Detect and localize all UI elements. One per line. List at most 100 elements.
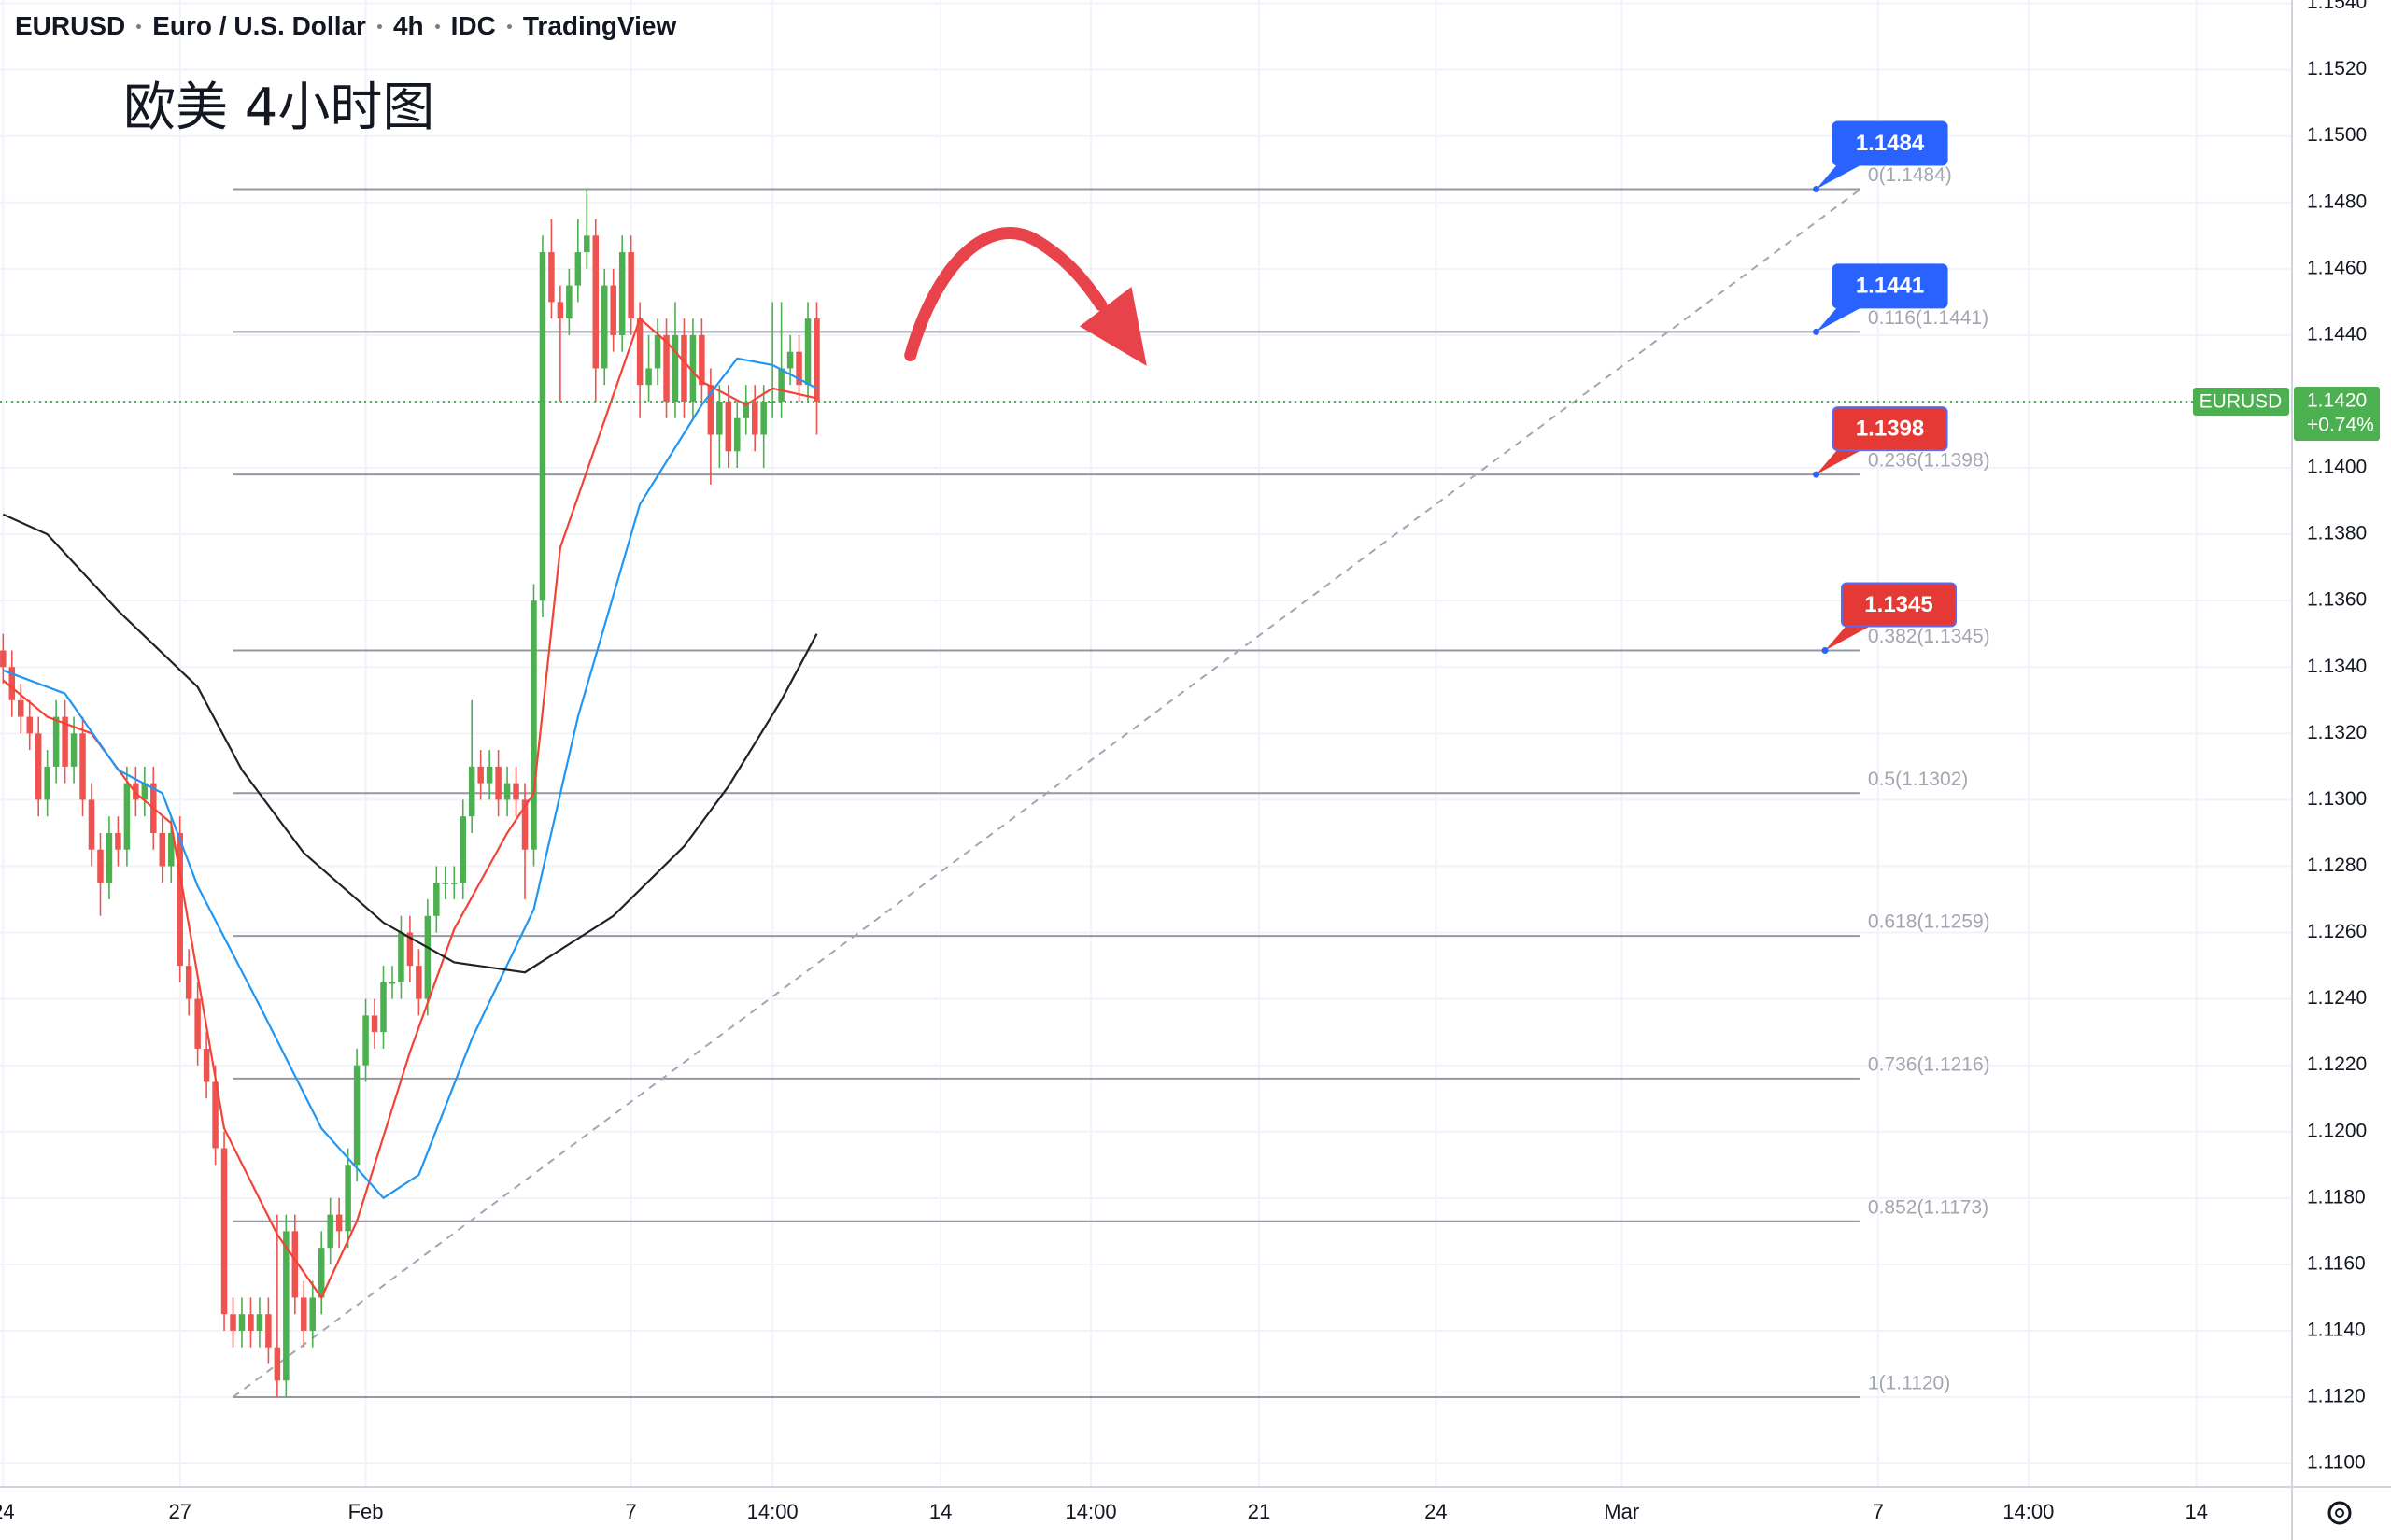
x-tick-label: 14:00 [747, 1500, 799, 1523]
y-tick-label: 1.1220 [2307, 1053, 2367, 1075]
y-tick-label: 1.1400 [2307, 457, 2367, 478]
callout-box [1832, 263, 1948, 309]
candle-body [97, 849, 104, 883]
callout-label: 1.1441 [1856, 274, 1924, 299]
x-tick-label: Feb [348, 1500, 384, 1523]
y-tick-label: 1.1260 [2307, 921, 2367, 942]
candle-body [371, 1015, 378, 1033]
x-tick-label: Mar [1604, 1500, 1639, 1523]
candle-body [521, 799, 529, 850]
candle-body [468, 766, 475, 817]
y-tick-label: 1.1340 [2307, 656, 2367, 677]
candle-body [309, 1297, 316, 1331]
y-tick-label: 1.1440 [2307, 323, 2367, 345]
y-tick-label: 1.1460 [2307, 257, 2367, 278]
candle-body [751, 401, 758, 435]
callout-label: 1.1484 [1856, 131, 1925, 156]
candle-body [274, 1347, 281, 1381]
y-tick-label: 1.1500 [2307, 124, 2367, 146]
x-tick-label: 14:00 [1066, 1500, 1117, 1523]
callout-anchor [1821, 647, 1829, 654]
candle-body [0, 650, 7, 668]
description: Euro / U.S. Dollar [152, 11, 366, 40]
candle-body [167, 832, 175, 867]
settings-icon[interactable] [2327, 1501, 2352, 1525]
candle-body [503, 783, 511, 800]
ma-line [2, 513, 818, 974]
y-tick-label: 1.1120 [2307, 1386, 2366, 1407]
y-tick-label: 1.1140 [2307, 1320, 2366, 1341]
candle-body [716, 401, 723, 435]
candle-body [645, 368, 652, 386]
y-tick-label: 1.1180 [2307, 1186, 2366, 1208]
candle-body [265, 1314, 272, 1348]
candle-body [52, 716, 60, 767]
candle-body [548, 252, 555, 303]
candle-body [557, 302, 564, 319]
candle-body [185, 966, 192, 999]
plot: 0(1.1484) 0.116(1.1441) 0.236(1.1398) 0.382… [0, 120, 2292, 1399]
candle-body [18, 699, 24, 717]
header: EURUSD Euro / U.S. Dollar 4h IDC Trading… [15, 11, 676, 41]
candle-body [610, 285, 616, 335]
candle-body [88, 799, 95, 850]
candle-body [574, 252, 582, 286]
candle-body [159, 832, 166, 867]
candle-body [212, 1081, 219, 1149]
candle-body [398, 932, 404, 982]
candle-body [26, 716, 33, 734]
source: IDC [450, 11, 496, 40]
candle-body [106, 832, 113, 883]
callout-box [1841, 582, 1958, 628]
price-tag-bg [2294, 386, 2380, 441]
x-tick-label: 14 [929, 1500, 952, 1523]
y-tick-label: 1.1200 [2307, 1120, 2367, 1141]
candle-body [451, 883, 458, 884]
candle-body [115, 832, 121, 850]
candle-body [672, 334, 679, 402]
candle-body [477, 766, 484, 784]
candle-body [681, 334, 687, 402]
candle-body [70, 733, 78, 767]
candle-body [177, 832, 183, 967]
symbol-tag-bg [2193, 387, 2289, 416]
candle-body [345, 1165, 351, 1232]
ma-line [2, 357, 818, 1200]
x-tick-label: 7 [626, 1500, 637, 1523]
candle-body [256, 1314, 263, 1331]
candle-body [248, 1314, 254, 1331]
separator [506, 23, 512, 29]
callout-anchor [1813, 186, 1820, 193]
y-tick-label: 1.1380 [2307, 523, 2367, 544]
y-tick-label: 1.1160 [2307, 1252, 2366, 1274]
candle-body [194, 998, 201, 1049]
candle-body [636, 318, 644, 386]
change-tag: +0.74% [2307, 415, 2374, 436]
candle-body [584, 235, 590, 253]
callout-pointer [1816, 305, 1865, 332]
arrow-curve [904, 227, 1108, 361]
price-tag: 1.1420 [2307, 390, 2367, 412]
candle-body [238, 1314, 246, 1331]
y-tick-label: 1.1100 [2307, 1452, 2366, 1474]
y-tick-label: 1.1240 [2307, 987, 2367, 1009]
candle-body [786, 351, 794, 369]
candle-body [663, 334, 670, 402]
ma-line [2, 317, 817, 1300]
candle-body [743, 401, 749, 418]
callout-pointer [1825, 624, 1875, 651]
fib-label: 0.852(1.1173) [1868, 1196, 1988, 1218]
candle-body [734, 417, 741, 452]
candle-body [769, 401, 776, 403]
callout-box [1832, 406, 1948, 452]
x-tick-label: 14 [2185, 1500, 2207, 1523]
candle-body [442, 883, 449, 884]
x-tick-label: 14:00 [2002, 1500, 2054, 1523]
fib-label: 0(1.1484) [1868, 164, 1952, 186]
candle-body [814, 318, 820, 402]
gear-ring [2327, 1501, 2352, 1525]
candle-body [433, 883, 440, 916]
